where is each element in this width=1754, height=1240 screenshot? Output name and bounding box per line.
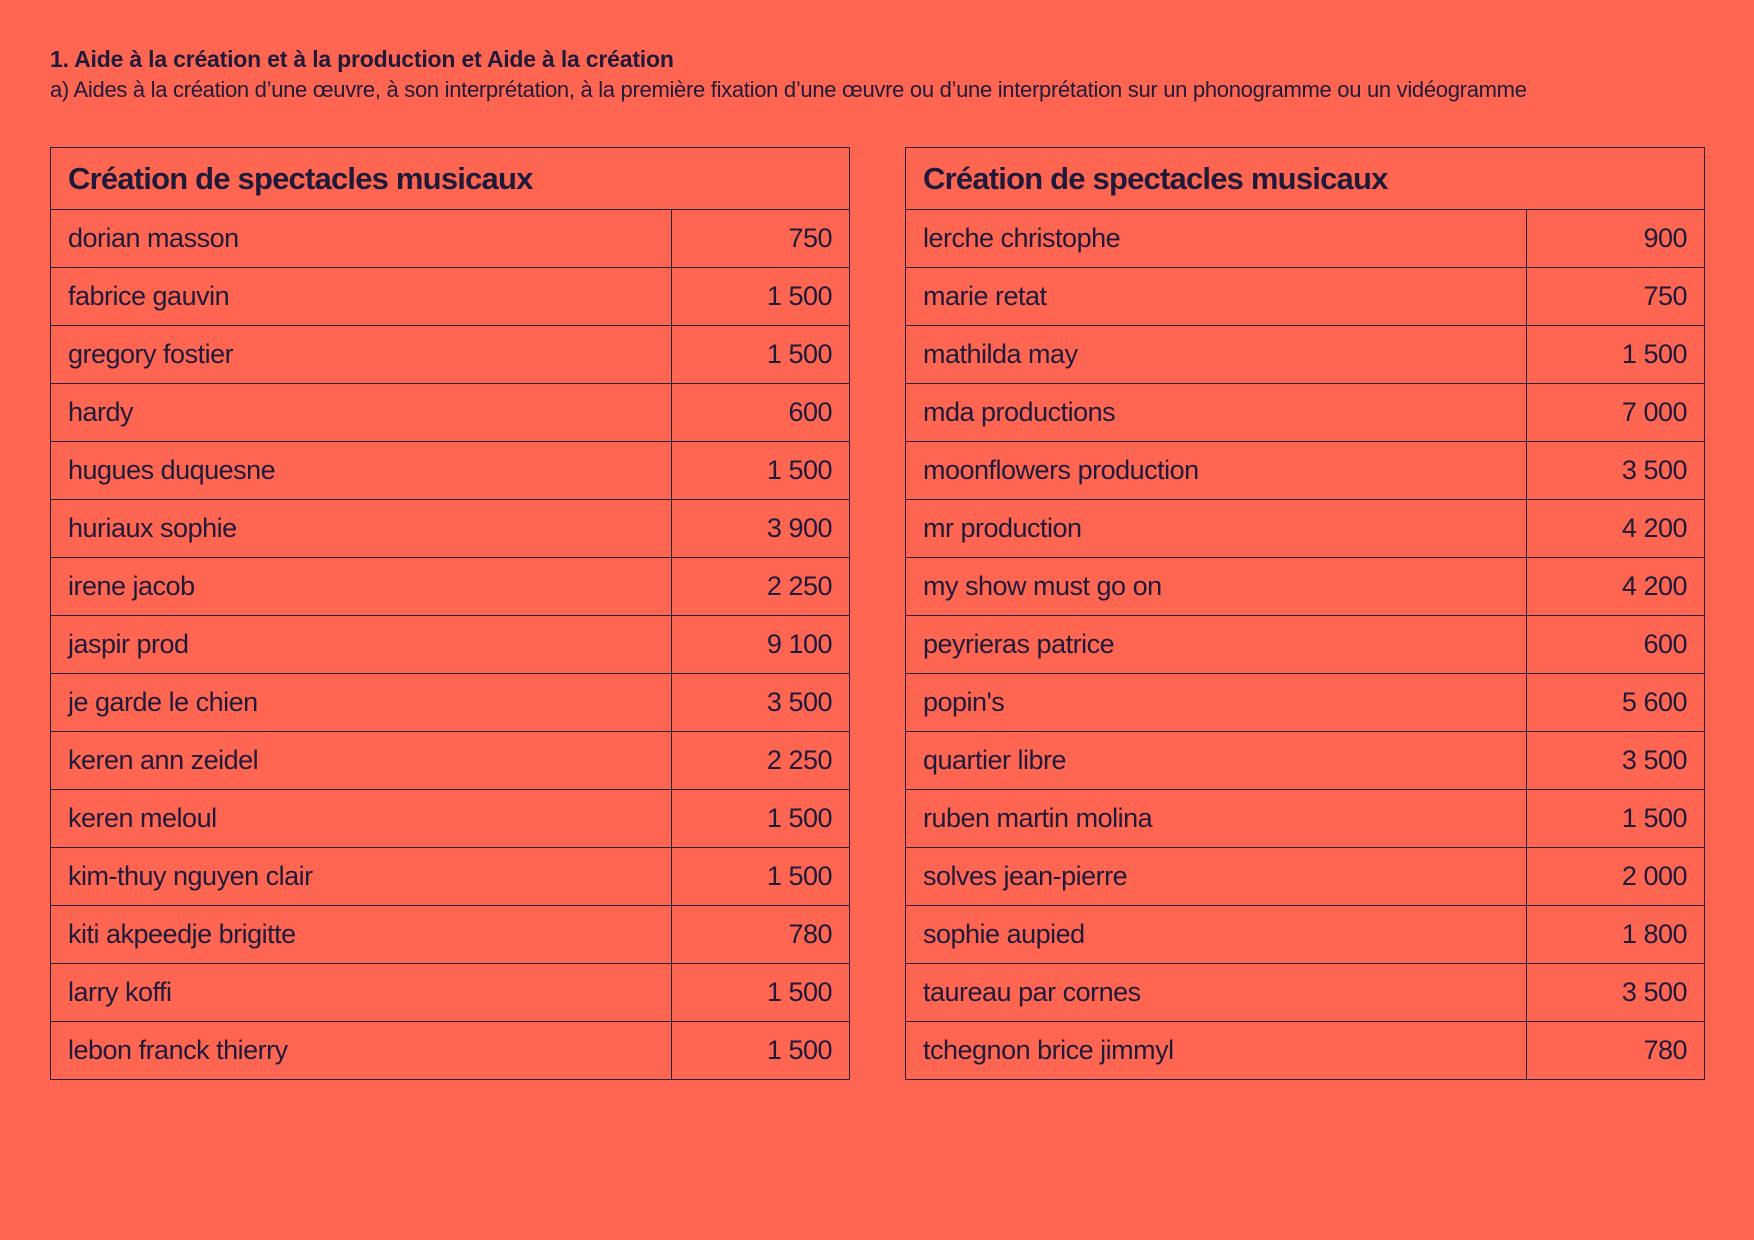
amount-cell: 3 500 <box>671 673 850 732</box>
amount-cell: 3 500 <box>1526 441 1705 500</box>
recipient-name-cell: ruben martin molina <box>905 789 1527 848</box>
recipient-name-cell: keren meloul <box>50 789 672 848</box>
amount-cell: 1 500 <box>671 267 850 326</box>
amount-cell: 600 <box>671 383 850 442</box>
amount-cell: 5 600 <box>1526 673 1705 732</box>
amount-cell: 750 <box>1526 267 1705 326</box>
table-row: moonflowers production 3 500 <box>905 441 1705 500</box>
table-row: marie retat 750 <box>905 267 1705 326</box>
table-row: lebon franck thierry 1 500 <box>50 1021 850 1080</box>
amount-cell: 9 100 <box>671 615 850 674</box>
table-row: je garde le chien 3 500 <box>50 673 850 732</box>
recipient-name-cell: my show must go on <box>905 557 1527 616</box>
recipient-name-cell: hardy <box>50 383 672 442</box>
amount-cell: 4 200 <box>1526 499 1705 558</box>
recipient-name-cell: dorian masson <box>50 209 672 268</box>
recipient-name-cell: marie retat <box>905 267 1527 326</box>
recipient-name-cell: mda productions <box>905 383 1527 442</box>
table-row: peyrieras patrice 600 <box>905 615 1705 674</box>
table-row: fabrice gauvin 1 500 <box>50 267 850 326</box>
section-title: 1. Aide à la création et à la production… <box>50 46 674 72</box>
amount-cell: 600 <box>1526 615 1705 674</box>
recipient-name-cell: larry koffi <box>50 963 672 1022</box>
table-row: keren ann zeidel 2 250 <box>50 731 850 790</box>
table-row: tchegnon brice jimmyl 780 <box>905 1021 1705 1080</box>
amount-cell: 780 <box>671 905 850 964</box>
amount-cell: 1 500 <box>671 847 850 906</box>
table-title: Création de spectacles musicaux <box>905 147 1705 210</box>
table-row: kim-thuy nguyen clair 1 500 <box>50 847 850 906</box>
table-row: jaspir prod 9 100 <box>50 615 850 674</box>
table-row: huriaux sophie 3 900 <box>50 499 850 558</box>
table-row: sophie aupied 1 800 <box>905 905 1705 964</box>
recipient-name-cell: lebon franck thierry <box>50 1021 672 1080</box>
table-row: gregory fostier 1 500 <box>50 325 850 384</box>
table-row: mda productions 7 000 <box>905 383 1705 442</box>
recipient-name-cell: kim-thuy nguyen clair <box>50 847 672 906</box>
section-subtitle: a) Aides à la création d’une œuvre, à so… <box>50 77 1527 102</box>
amount-cell: 1 500 <box>1526 325 1705 384</box>
amount-cell: 2 250 <box>671 557 850 616</box>
table-row: hardy 600 <box>50 383 850 442</box>
amount-cell: 3 500 <box>1526 963 1705 1022</box>
amount-cell: 1 500 <box>1526 789 1705 848</box>
recipient-name-cell: lerche christophe <box>905 209 1527 268</box>
table-row: hugues duquesne 1 500 <box>50 441 850 500</box>
amount-cell: 750 <box>671 209 850 268</box>
table-row: mathilda may 1 500 <box>905 325 1705 384</box>
table-row: irene jacob 2 250 <box>50 557 850 616</box>
recipient-name-cell: popin's <box>905 673 1527 732</box>
table-row: quartier libre 3 500 <box>905 731 1705 790</box>
amount-cell: 1 500 <box>671 1021 850 1080</box>
recipient-name-cell: keren ann zeidel <box>50 731 672 790</box>
amount-cell: 900 <box>1526 209 1705 268</box>
amount-cell: 2 250 <box>671 731 850 790</box>
table-row: dorian masson 750 <box>50 209 850 268</box>
amount-cell: 1 800 <box>1526 905 1705 964</box>
amount-cell: 2 000 <box>1526 847 1705 906</box>
table-row: kiti akpeedje brigitte 780 <box>50 905 850 964</box>
table-header-row: Création de spectacles musicaux <box>905 147 1705 210</box>
table-row: larry koffi 1 500 <box>50 963 850 1022</box>
recipient-name-cell: mr production <box>905 499 1527 558</box>
amount-cell: 3 900 <box>671 499 850 558</box>
recipient-name-cell: quartier libre <box>905 731 1527 790</box>
recipient-name-cell: hugues duquesne <box>50 441 672 500</box>
table-row: my show must go on 4 200 <box>905 557 1705 616</box>
recipient-name-cell: tchegnon brice jimmyl <box>905 1021 1527 1080</box>
recipient-name-cell: je garde le chien <box>50 673 672 732</box>
amount-cell: 1 500 <box>671 789 850 848</box>
amount-cell: 1 500 <box>671 441 850 500</box>
table-row: popin's 5 600 <box>905 673 1705 732</box>
recipient-name-cell: irene jacob <box>50 557 672 616</box>
table-header-row: Création de spectacles musicaux <box>50 147 850 210</box>
recipient-name-cell: moonflowers production <box>905 441 1527 500</box>
recipient-name-cell: taureau par cornes <box>905 963 1527 1022</box>
table-row: taureau par cornes 3 500 <box>905 963 1705 1022</box>
grant-table-left: Création de spectacles musicaux dorian m… <box>50 147 850 1080</box>
recipient-name-cell: huriaux sophie <box>50 499 672 558</box>
recipient-name-cell: solves jean-pierre <box>905 847 1527 906</box>
table-row: keren meloul 1 500 <box>50 789 850 848</box>
recipient-name-cell: mathilda may <box>905 325 1527 384</box>
table-row: lerche christophe 900 <box>905 209 1705 268</box>
table-row: solves jean-pierre 2 000 <box>905 847 1705 906</box>
recipient-name-cell: sophie aupied <box>905 905 1527 964</box>
grant-table-right: Création de spectacles musicaux lerche c… <box>905 147 1705 1080</box>
recipient-name-cell: jaspir prod <box>50 615 672 674</box>
amount-cell: 1 500 <box>671 963 850 1022</box>
document-header: 1. Aide à la création et à la production… <box>50 44 1710 106</box>
amount-cell: 780 <box>1526 1021 1705 1080</box>
table-title: Création de spectacles musicaux <box>50 147 850 210</box>
amount-cell: 7 000 <box>1526 383 1705 442</box>
recipient-name-cell: peyrieras patrice <box>905 615 1527 674</box>
recipient-name-cell: kiti akpeedje brigitte <box>50 905 672 964</box>
recipient-name-cell: fabrice gauvin <box>50 267 672 326</box>
amount-cell: 4 200 <box>1526 557 1705 616</box>
table-row: mr production 4 200 <box>905 499 1705 558</box>
amount-cell: 3 500 <box>1526 731 1705 790</box>
recipient-name-cell: gregory fostier <box>50 325 672 384</box>
table-row: ruben martin molina 1 500 <box>905 789 1705 848</box>
amount-cell: 1 500 <box>671 325 850 384</box>
